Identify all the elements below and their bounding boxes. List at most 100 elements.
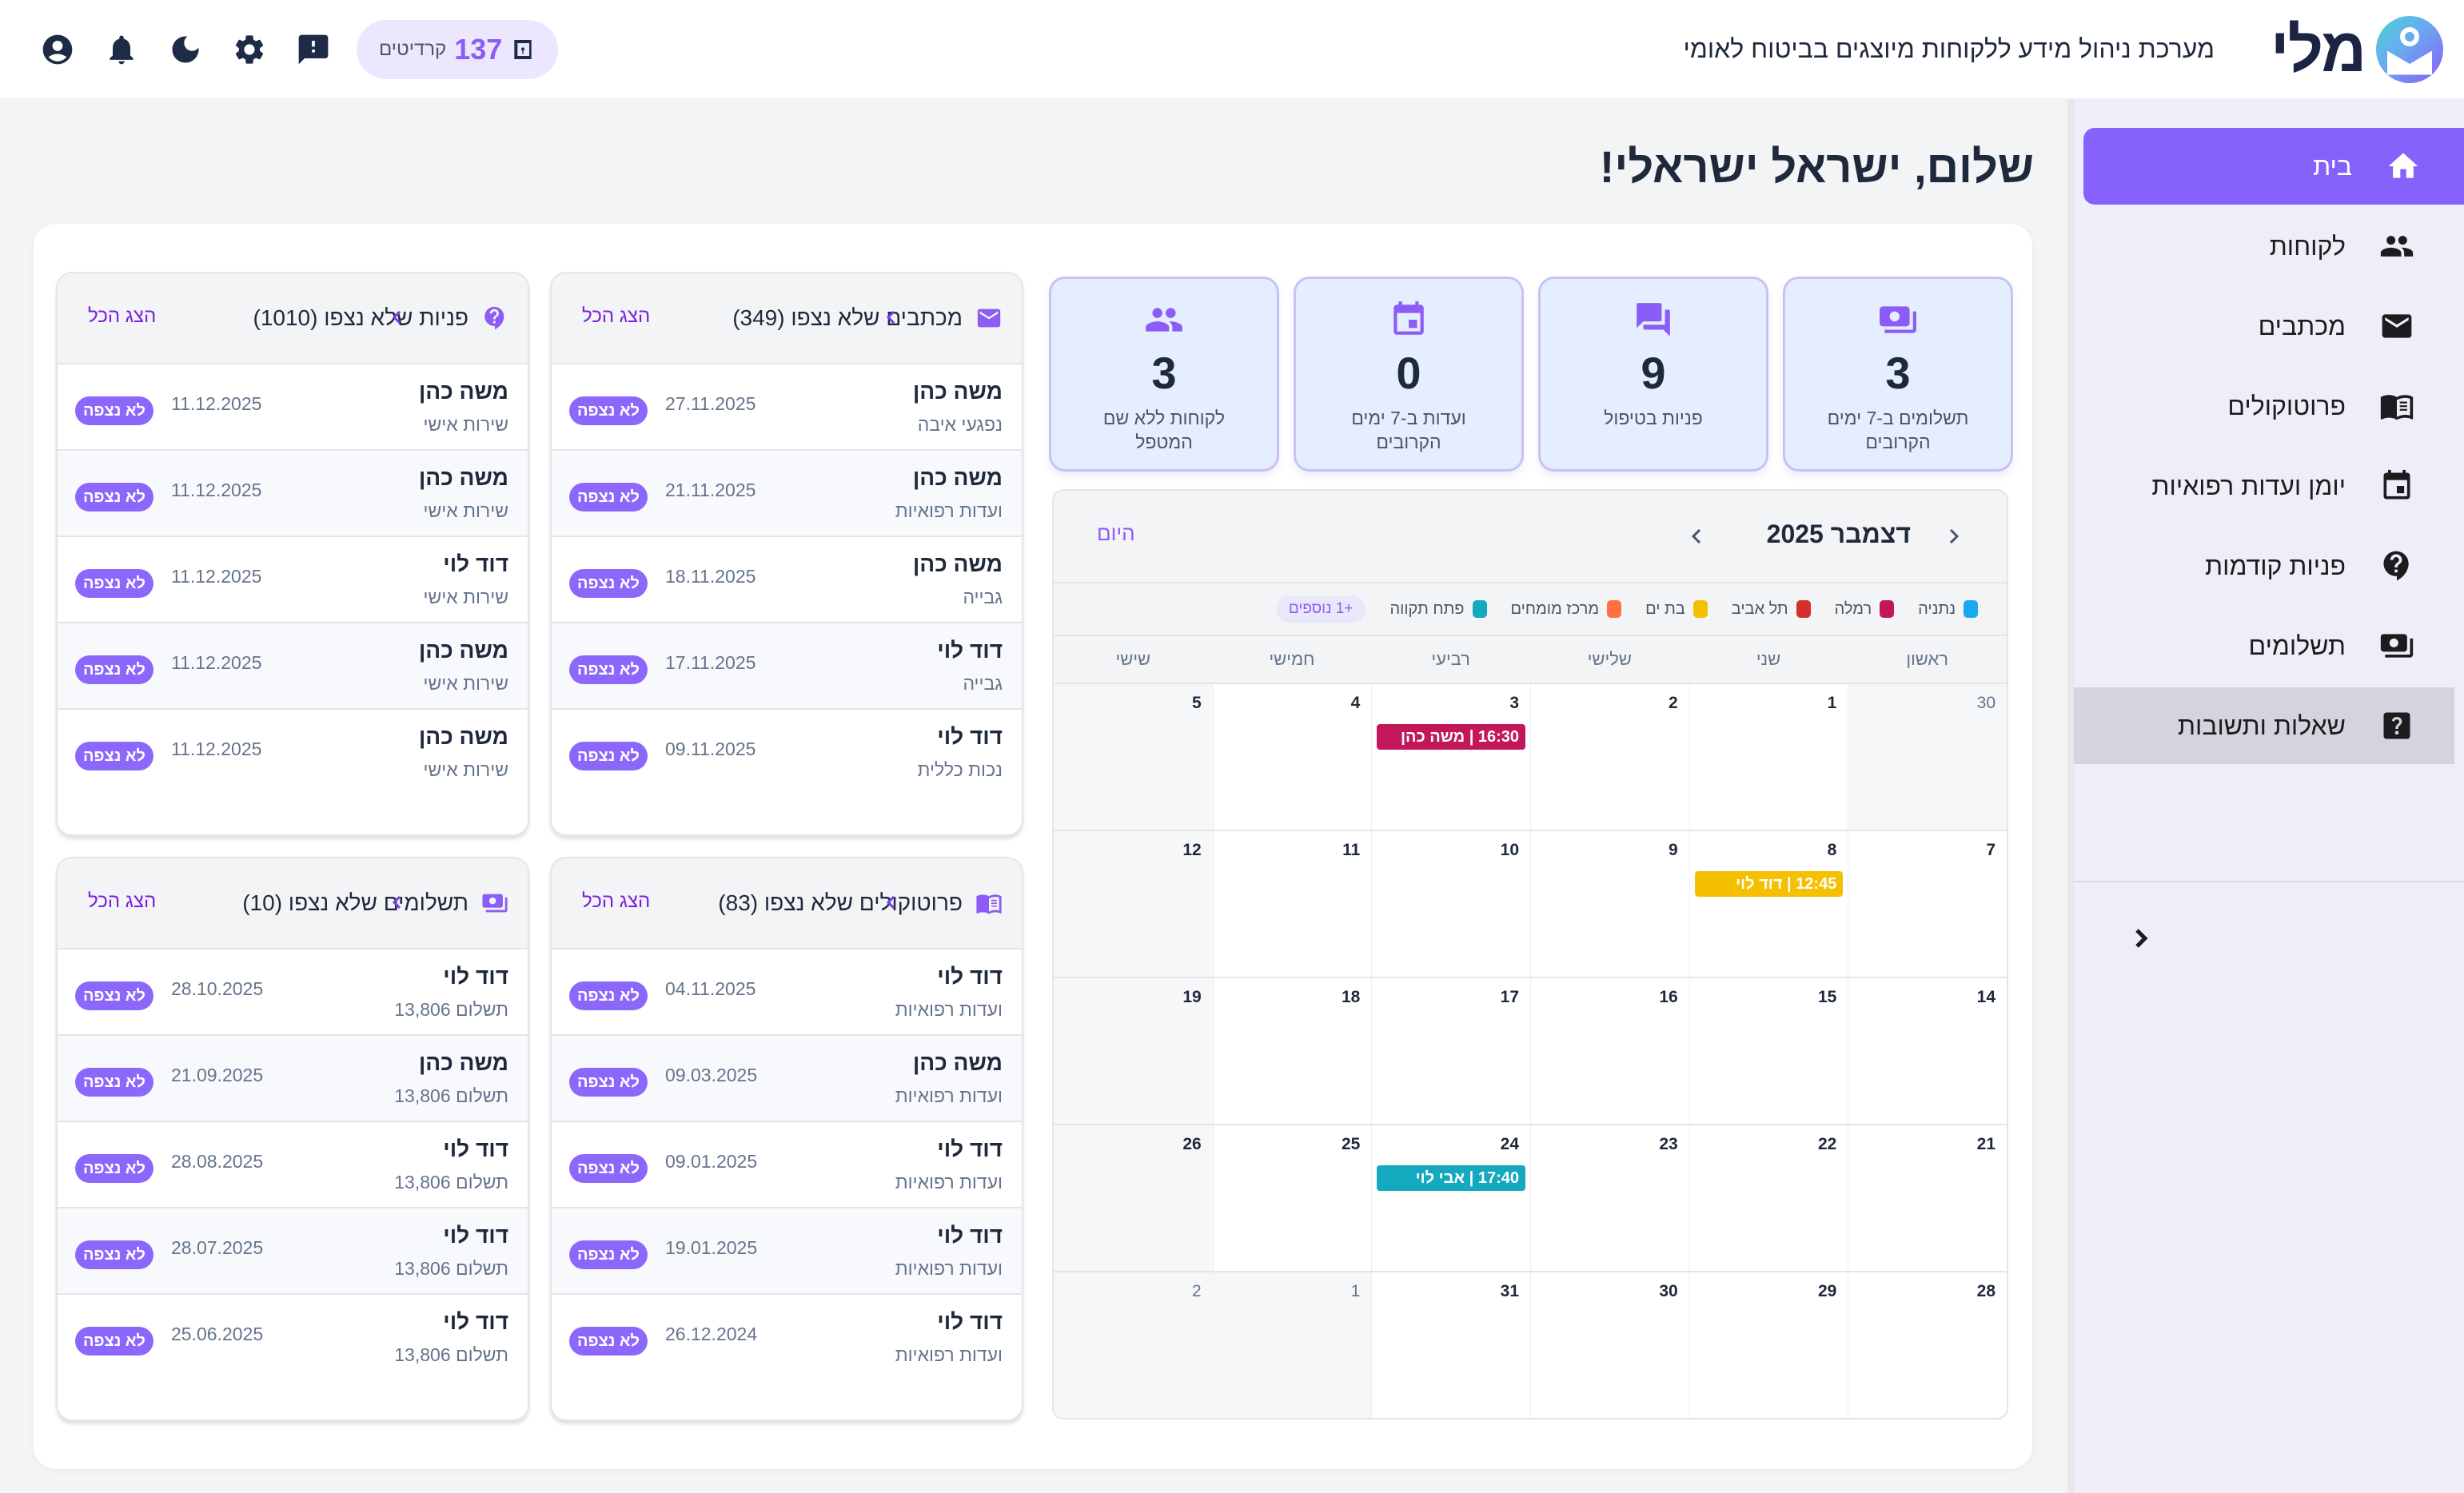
calendar-day[interactable]: 4 <box>1212 684 1372 830</box>
calendar-day[interactable]: 14 <box>1848 978 2007 1124</box>
calendar-day[interactable]: 15 <box>1689 978 1848 1124</box>
legend-more-button[interactable]: +1 נוספים <box>1275 595 1366 623</box>
sidebar-item-committee-calendar[interactable]: יומן ועדות רפואיות <box>2074 448 2454 524</box>
legend-item[interactable]: פתח תקווה <box>1389 600 1487 619</box>
calendar-day[interactable]: 10 <box>1371 831 1530 977</box>
list-item[interactable]: דוד לוי ועדות רפואיות 19.01.2025 לא נצפה <box>552 1208 1022 1295</box>
calendar-day[interactable]: 7 <box>1848 831 2007 977</box>
list-item[interactable]: דוד לוי ועדות רפואיות 09.01.2025 לא נצפה <box>552 1122 1022 1208</box>
list-item[interactable]: דוד לוי שירות אישי 11.12.2025 לא נצפה <box>58 537 528 623</box>
calendar-day[interactable]: 21 <box>1848 1125 2007 1271</box>
calendar-day[interactable]: 11 <box>1212 831 1372 977</box>
calendar-day[interactable]: 22 <box>1689 1125 1848 1271</box>
sidebar-item-label: פרוטוקולים <box>2227 391 2346 420</box>
stat-card-committees[interactable]: 0 ועדות ב-7 ימים הקרובים <box>1294 277 1524 472</box>
list-item[interactable]: משה כהן ועדות רפואיות 09.03.2025 לא נצפה <box>552 1036 1022 1122</box>
sidebar-item-label: שאלות ותשובות <box>2177 711 2346 740</box>
calendar-day[interactable]: 30 <box>1530 1272 1689 1418</box>
list-item[interactable]: דוד לוי נכות כללית 09.11.2025 לא נצפה <box>552 710 1022 796</box>
stat-card-payments[interactable]: 3 תשלומים ב-7 ימים הקרובים <box>1783 277 2013 472</box>
calendar-day[interactable]: 2 <box>1054 1272 1213 1418</box>
calendar-day[interactable]: 5 <box>1054 684 1213 830</box>
show-all-link[interactable]: הצג הכל <box>582 890 651 912</box>
calendar-day[interactable]: 17 <box>1371 978 1530 1124</box>
calendar-event[interactable]: 12:45 | דוד לוי <box>1694 871 1844 897</box>
sidebar-item-letters[interactable]: מכתבים <box>2074 288 2454 364</box>
calendar-prev-button[interactable] <box>1941 523 1965 550</box>
list-item[interactable]: משה כהן נפגעי איבה 27.11.2025 לא נצפה <box>552 364 1022 451</box>
calendar-day[interactable]: 30 <box>1848 684 2007 830</box>
calendar-day[interactable]: 16 <box>1530 978 1689 1124</box>
list-item[interactable]: דוד לוי תשלום 13,806 28.07.2025 לא נצפה <box>58 1208 528 1295</box>
show-all-link[interactable]: הצג הכל <box>88 890 157 912</box>
sidebar-item-home[interactable]: בית <box>2083 128 2464 205</box>
list-item[interactable]: משה כהן שירות אישי 11.12.2025 לא נצפה <box>58 451 528 537</box>
calendar-day[interactable]: 25 <box>1212 1125 1372 1271</box>
calendar-day[interactable]: 3 16:30 | משה כהן <box>1371 684 1530 830</box>
legend-item[interactable]: רמלה <box>1835 600 1895 619</box>
list-item[interactable]: משה כהן שירות אישי 11.12.2025 לא נצפה <box>58 364 528 451</box>
list-item[interactable]: משה כהן ועדות רפואיות 21.11.2025 לא נצפה <box>552 451 1022 537</box>
calendar-day[interactable]: 2 <box>1530 684 1689 830</box>
show-all-link[interactable]: הצג הכל <box>582 305 651 327</box>
calendar-day[interactable]: 1 <box>1212 1272 1372 1418</box>
calendar-day[interactable]: 8 12:45 | דוד לוי <box>1689 831 1848 977</box>
calendar-day[interactable]: 19 <box>1054 978 1213 1124</box>
list-item[interactable]: דוד לוי תשלום 13,806 28.10.2025 לא נצפה <box>58 950 528 1036</box>
account-icon[interactable] <box>38 30 77 69</box>
client-name: דוד לוי <box>443 551 508 576</box>
calendar-day[interactable]: 26 <box>1054 1125 1213 1271</box>
list-item[interactable]: דוד לוי ועדות רפואיות 26.12.2024 לא נצפה <box>552 1295 1022 1381</box>
client-name: משה כהן <box>912 551 1003 576</box>
legend-item[interactable]: נתניה <box>1918 600 1978 619</box>
day-number: 17 <box>1500 988 1519 1006</box>
feedback-icon[interactable] <box>294 30 333 69</box>
calendar-day[interactable]: 23 <box>1530 1125 1689 1271</box>
bell-icon[interactable] <box>102 30 141 69</box>
sidebar-collapse-button[interactable] <box>2125 914 2157 962</box>
sidebar-item-previous-inquiries[interactable]: פניות קודמות <box>2074 528 2454 604</box>
stat-card-unassigned-clients[interactable]: 3 לקוחות ללא שם המטפל <box>1049 277 1279 472</box>
list-item[interactable]: משה כהן גבייה 18.11.2025 לא נצפה <box>552 537 1022 623</box>
calendar-day[interactable]: 1 <box>1689 684 1848 830</box>
list-item[interactable]: דוד לוי תשלום 13,806 28.08.2025 לא נצפה <box>58 1122 528 1208</box>
calendar-day[interactable]: 24 17:40 | אבי לוי <box>1371 1125 1530 1271</box>
chevron-left-icon[interactable] <box>883 305 899 329</box>
list-item[interactable]: דוד לוי ועדות רפואיות 04.11.2025 לא נצפה <box>552 950 1022 1036</box>
gear-icon[interactable] <box>230 30 269 69</box>
sidebar-item-protocols[interactable]: פרוטוקולים <box>2074 368 2454 444</box>
weekday-label: רביעי <box>1431 649 1470 669</box>
calendar-day[interactable]: 9 <box>1530 831 1689 977</box>
sidebar-item-faq[interactable]: שאלות ותשובות <box>2074 687 2454 764</box>
calendar-day[interactable]: 12 <box>1054 831 1213 977</box>
moon-icon[interactable] <box>166 30 205 69</box>
legend-item[interactable]: מרכז מומחים <box>1511 600 1622 619</box>
credits-badge[interactable]: קרדיטים 137 <box>357 19 559 79</box>
list-item[interactable]: משה כהן שירות אישי 11.12.2025 לא נצפה <box>58 623 528 710</box>
item-category: גבייה <box>963 587 1003 607</box>
calendar-day[interactable]: 18 <box>1212 978 1372 1124</box>
stat-card-inquiries[interactable]: 9 פניות בטיפול <box>1538 277 1768 472</box>
calendar-day[interactable]: 28 <box>1848 1272 2007 1418</box>
chevron-left-icon[interactable] <box>389 890 405 914</box>
logo[interactable]: מלי <box>2271 15 2443 83</box>
credits-label: קרדיטים <box>379 38 447 60</box>
sidebar-item-payments[interactable]: תשלומים <box>2074 607 2454 684</box>
chevron-left-icon[interactable] <box>389 305 405 329</box>
legend-item[interactable]: תל אביב <box>1732 600 1811 619</box>
list-item[interactable]: דוד לוי תשלום 13,806 25.06.2025 לא נצפה <box>58 1295 528 1381</box>
calendar-event[interactable]: 17:40 | אבי לוי <box>1377 1165 1525 1191</box>
list-item[interactable]: דוד לוי גבייה 17.11.2025 לא נצפה <box>552 623 1022 710</box>
list-item[interactable]: משה כהן שירות אישי 11.12.2025 לא נצפה <box>58 710 528 796</box>
calendar-day[interactable]: 31 <box>1371 1272 1530 1418</box>
calendar-event[interactable]: 16:30 | משה כהן <box>1377 724 1525 750</box>
sidebar-item-clients[interactable]: לקוחות <box>2074 208 2454 285</box>
calendar-next-button[interactable] <box>1685 523 1709 550</box>
calendar-day[interactable]: 29 <box>1689 1272 1848 1418</box>
unseen-badge: לא נצפה <box>569 981 648 1010</box>
chevron-left-icon[interactable] <box>883 890 899 914</box>
show-all-link[interactable]: הצג הכל <box>88 305 157 327</box>
list-item[interactable]: משה כהן תשלום 13,806 21.09.2025 לא נצפה <box>58 1036 528 1122</box>
legend-item[interactable]: בת ים <box>1645 600 1708 619</box>
calendar-today-button[interactable]: היום <box>1097 521 1135 545</box>
